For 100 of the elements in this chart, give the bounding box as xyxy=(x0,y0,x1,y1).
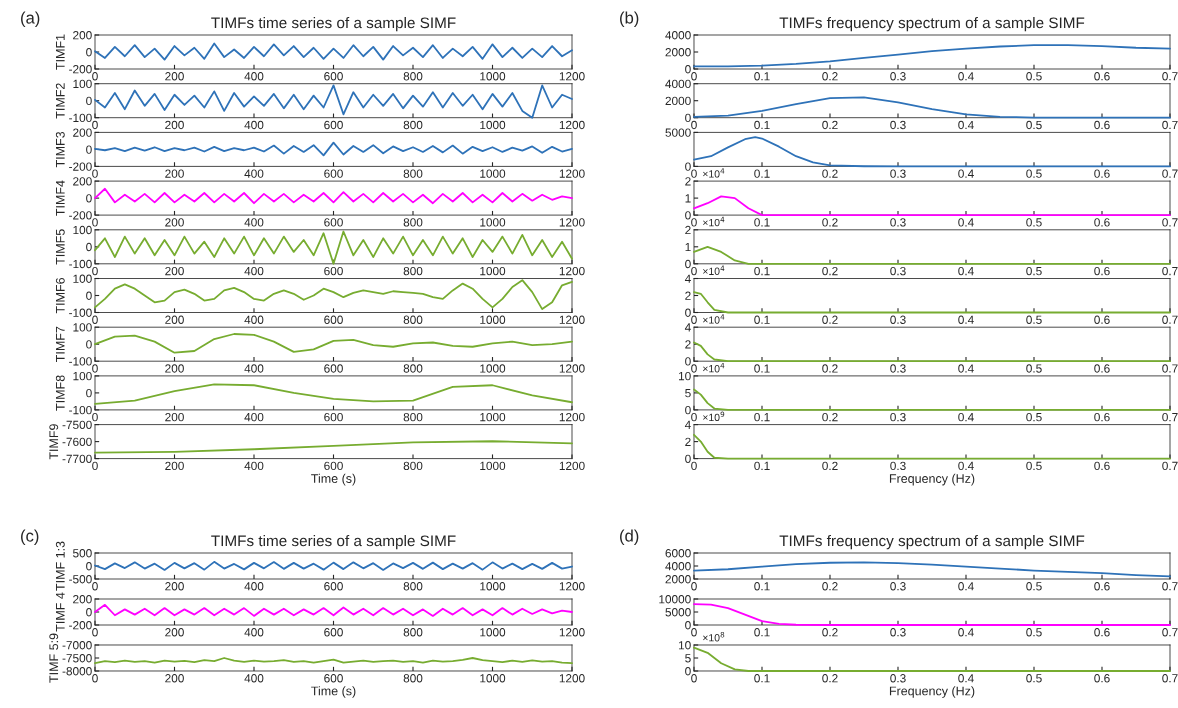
chart-title: TIMFs frequency spectrum of a sample SIMF xyxy=(779,534,1085,550)
x-tick-label: 0.4 xyxy=(958,266,974,276)
x-tick-label: 1200 xyxy=(559,315,585,324)
x-tick-label: 400 xyxy=(244,582,264,591)
y-tick-label: 0 xyxy=(685,308,691,317)
x-tick-label: 0 xyxy=(691,169,697,178)
y-tick-label: 0 xyxy=(86,340,92,349)
y-tick-label: -100 xyxy=(69,113,92,123)
y-tick-label: 10 xyxy=(678,371,691,381)
x-tick-label: 0.6 xyxy=(1094,266,1110,276)
y-tick-label: -200 xyxy=(69,162,92,171)
y-tick-label: 200 xyxy=(73,128,92,137)
text: (a) xyxy=(21,11,40,27)
y-tick-label: 0 xyxy=(685,667,691,676)
x-tick-label: 0.1 xyxy=(754,120,770,130)
x-tick-label: 0.5 xyxy=(1026,266,1042,276)
x-tick-label: 600 xyxy=(324,266,343,276)
text: (c) xyxy=(21,529,39,545)
x-tick-label: 0.3 xyxy=(890,461,906,471)
x-tick-label: 0.1 xyxy=(754,218,770,227)
y-tick-label: -100 xyxy=(69,357,92,366)
y-tick-label: 500 xyxy=(73,549,92,558)
text: ×10$^{4}$ xyxy=(703,362,725,373)
y-tick-label: -100 xyxy=(69,259,92,269)
text: ×10$^{4}$ xyxy=(703,265,725,275)
x-tick-label: 400 xyxy=(244,364,264,373)
x-tick-label: 400 xyxy=(244,628,264,637)
y-tick-label: -200 xyxy=(69,65,92,74)
x-tick-label: 0.6 xyxy=(1094,364,1110,373)
x-tick-label: 0.7 xyxy=(1162,315,1178,324)
y-tick-label: 1 xyxy=(685,242,691,252)
x-axis-title: Frequency (Hz) xyxy=(889,686,975,698)
x-tick-label: 400 xyxy=(244,72,264,81)
y-tick-label: -100 xyxy=(69,308,92,317)
x-tick-label: 400 xyxy=(244,315,264,324)
y-tick-label: -500 xyxy=(69,575,92,584)
y-tick-label: 100 xyxy=(73,274,92,283)
y-tick-label: 0 xyxy=(86,388,92,398)
x-tick-label: 200 xyxy=(165,628,184,637)
y-tick-label: -200 xyxy=(69,211,92,220)
x-tick-label: 0.6 xyxy=(1094,169,1110,178)
y-tick-label: 4 xyxy=(684,274,691,283)
y-tick-label: 0 xyxy=(685,113,691,123)
y-tick-label: 2 xyxy=(685,177,691,186)
y-axis-title: TIMF2 xyxy=(55,83,65,119)
x-tick-label: 1000 xyxy=(480,412,506,422)
x-tick-label: 800 xyxy=(403,364,423,373)
x-tick-label: 0.2 xyxy=(822,315,838,324)
x-tick-label: 600 xyxy=(324,120,343,130)
y-tick-label: 5 xyxy=(685,389,691,398)
x-tick-label: 0.7 xyxy=(1162,674,1178,683)
y-tick-label: 5000 xyxy=(665,608,691,617)
x-tick-label: 0 xyxy=(691,72,697,81)
x-tick-label: 0 xyxy=(691,582,697,591)
y-tick-label: 0 xyxy=(685,357,691,366)
x-tick-label: 0.2 xyxy=(822,72,838,81)
x-tick-label: 0.6 xyxy=(1094,582,1110,591)
x-tick-label: 0.5 xyxy=(1026,582,1042,591)
x-tick-label: 0.4 xyxy=(958,120,974,130)
x-tick-label: 0.1 xyxy=(754,674,770,683)
y-tick-label: 4000 xyxy=(665,562,691,571)
x-tick-label: 0.4 xyxy=(958,582,974,591)
x-tick-label: 0 xyxy=(92,582,98,591)
x-tick-label: 0.6 xyxy=(1094,120,1110,130)
x-tick-label: 0.6 xyxy=(1094,674,1110,683)
y-tick-label: 10000 xyxy=(659,595,691,604)
line-series xyxy=(94,42,573,61)
x-tick-label: 1000 xyxy=(480,266,506,276)
x-tick-label: 600 xyxy=(324,461,343,471)
x-tick-label: 0.4 xyxy=(958,72,974,81)
x-tick-label: 1200 xyxy=(559,169,585,178)
x-tick-label: 0.7 xyxy=(1162,72,1178,81)
chart-title: TIMFs time series of a sample SIMF xyxy=(211,16,456,32)
line-series xyxy=(94,383,573,405)
x-tick-label: 1000 xyxy=(480,315,506,324)
x-tick-label: 0.2 xyxy=(822,120,838,130)
y-tick-label: 5000 xyxy=(665,128,691,137)
x-tick-label: 0.1 xyxy=(754,169,770,178)
x-tick-label: 0.2 xyxy=(822,461,838,471)
x-tick-label: 200 xyxy=(165,582,184,591)
x-tick-label: 0.1 xyxy=(754,315,770,324)
y-axis-title: TIMF5 xyxy=(56,229,65,265)
y-tick-label: 4000 xyxy=(665,31,691,40)
x-tick-label: 0.5 xyxy=(1026,628,1042,637)
x-tick-label: 800 xyxy=(403,218,423,227)
x-tick-label: 200 xyxy=(165,461,184,471)
x-tick-label: 0.7 xyxy=(1162,120,1178,130)
x-tick-label: 0 xyxy=(691,315,697,324)
x-tick-label: 400 xyxy=(244,266,264,276)
y-tick-label: -200 xyxy=(69,621,92,630)
x-tick-label: 0.1 xyxy=(754,461,770,471)
x-tick-label: 1000 xyxy=(480,120,506,130)
y-tick-label: -7700 xyxy=(62,454,92,463)
y-axis-title: TIMF 1:3 xyxy=(55,541,65,591)
x-tick-label: 400 xyxy=(244,120,264,130)
x-tick-label: 0.1 xyxy=(754,582,770,591)
x-tick-label: 0.6 xyxy=(1094,461,1110,471)
x-tick-label: 0.2 xyxy=(822,674,838,683)
x-axis-title: Time (s) xyxy=(311,473,356,486)
x-tick-label: 0.3 xyxy=(890,120,906,130)
